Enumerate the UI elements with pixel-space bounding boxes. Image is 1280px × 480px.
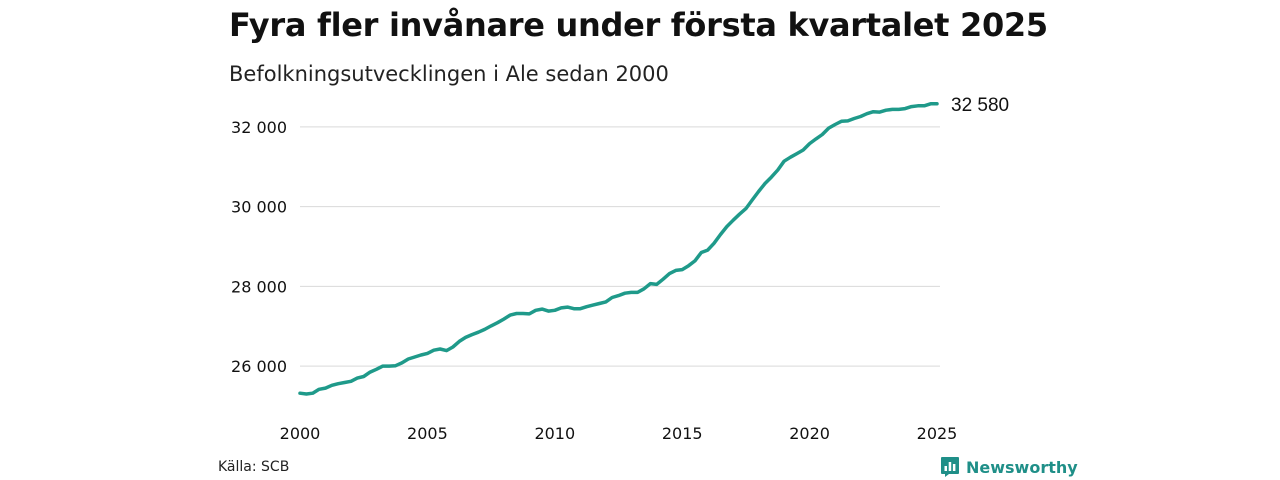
brand-name: Newsworthy [966, 457, 1078, 477]
chart-subtitle: Befolkningsutvecklingen i Ale sedan 2000 [229, 62, 669, 86]
y-tick-label: 28 000 [231, 277, 287, 296]
x-tick-label: 2015 [662, 424, 703, 443]
newsworthy-logo: Newsworthy [940, 456, 1078, 478]
x-tick-label: 2010 [534, 424, 575, 443]
end-value-label: 32 580 [951, 95, 1009, 116]
bar-chart-logo-icon [941, 457, 959, 477]
x-tick-label: 2025 [917, 424, 958, 443]
y-tick-label: 26 000 [231, 357, 287, 376]
x-tick-label: 2005 [407, 424, 448, 443]
source-note: Källa: SCB [218, 459, 290, 475]
population-line [298, 102, 939, 396]
x-tick-label: 2020 [789, 424, 830, 443]
chart-title: Fyra fler invånare under första kvartale… [229, 6, 1048, 44]
x-tick-label: 2000 [280, 424, 321, 443]
y-tick-label: 32 000 [231, 118, 287, 137]
y-tick-label: 30 000 [231, 198, 287, 217]
